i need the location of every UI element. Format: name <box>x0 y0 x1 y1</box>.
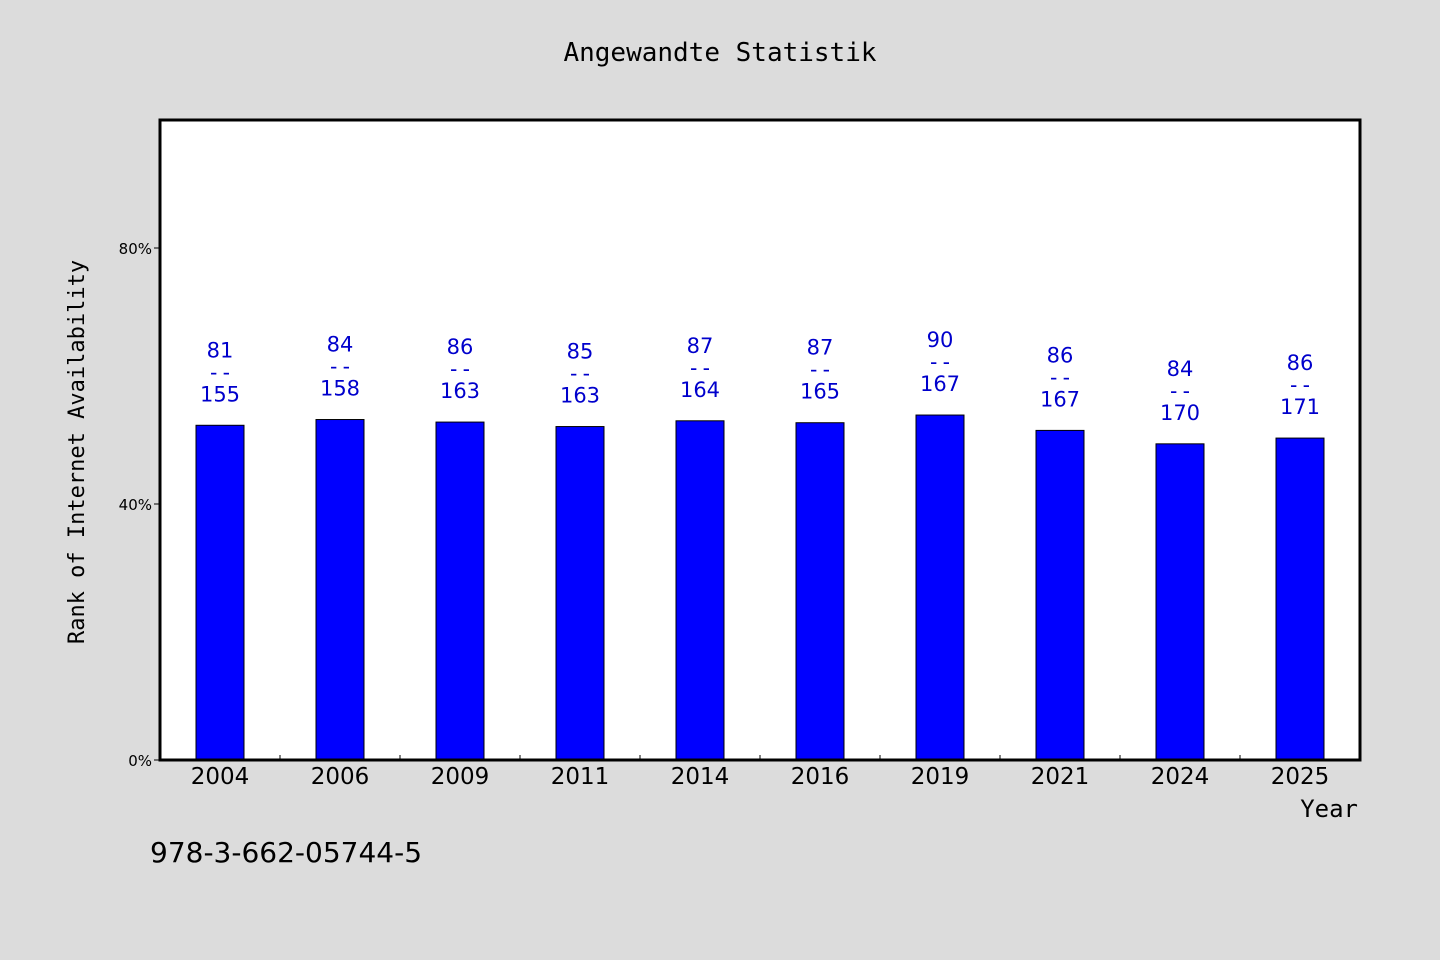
bar-2025 <box>1275 437 1325 761</box>
bar-2021 <box>1035 429 1085 761</box>
x-tick-label-2011: 2011 <box>551 764 610 790</box>
bar-label-separator: -- <box>1167 379 1192 403</box>
bar-label-top: 84 <box>1167 357 1194 381</box>
bar-label-separator: -- <box>807 358 832 382</box>
y-axis-label: Rank of Internet Availability <box>65 260 90 644</box>
bar-label-bottom: 164 <box>680 378 720 402</box>
bar-2019 <box>915 414 965 761</box>
bar-label-bottom: 163 <box>560 384 600 408</box>
bar-label-top: 90 <box>927 328 954 352</box>
bar-label-top: 87 <box>687 334 714 358</box>
bar-label-separator: -- <box>447 357 472 381</box>
bar-label-separator: -- <box>1047 365 1072 389</box>
x-tick-label-2019: 2019 <box>911 764 970 790</box>
x-axis-label: Year <box>1300 795 1358 823</box>
bar-2009 <box>435 421 485 761</box>
y-tick-label: 40% <box>119 496 152 514</box>
x-tick-label-2006: 2006 <box>311 764 370 790</box>
bar-2016 <box>795 422 845 761</box>
bar-label-top: 81 <box>207 338 234 362</box>
bar-label-bottom: 165 <box>800 380 840 404</box>
x-tick-label-2014: 2014 <box>671 764 730 790</box>
bar-2011 <box>555 426 605 761</box>
bar-label-separator: -- <box>927 350 952 374</box>
x-tick-label-2025: 2025 <box>1271 764 1330 790</box>
bar-label-top: 84 <box>327 333 354 357</box>
bar-label-bottom: 158 <box>320 377 360 401</box>
isbn-annotation: 978-3-662-05744-5 <box>150 836 422 869</box>
bar-label-bottom: 155 <box>200 382 240 406</box>
x-tick-label-2021: 2021 <box>1031 764 1090 790</box>
bar-label-bottom: 167 <box>1040 387 1080 411</box>
bar-label-top: 85 <box>567 340 594 364</box>
x-tick-label-2004: 2004 <box>191 764 250 790</box>
bar-label-top: 86 <box>1047 343 1074 367</box>
bar-2014 <box>675 420 725 761</box>
bar-label-separator: -- <box>687 356 712 380</box>
bar-label-top: 86 <box>1287 351 1314 375</box>
bar-label-separator: -- <box>327 355 352 379</box>
bar-label-separator: -- <box>1287 373 1312 397</box>
bar-2004 <box>195 424 245 761</box>
bar-label-bottom: 163 <box>440 379 480 403</box>
x-tick-label-2016: 2016 <box>791 764 850 790</box>
bar-label-top: 87 <box>807 336 834 360</box>
x-tick-label-2024: 2024 <box>1151 764 1210 790</box>
x-tick-label-2009: 2009 <box>431 764 490 790</box>
y-tick-label: 0% <box>128 752 152 770</box>
y-tick-label: 80% <box>119 240 152 258</box>
bar-2006 <box>315 419 365 761</box>
bar-2024 <box>1155 443 1205 761</box>
bar-label-separator: -- <box>567 362 592 386</box>
plot-frame <box>158 118 1362 762</box>
bar-label-bottom: 170 <box>1160 401 1200 425</box>
chart-title: Angewandte Statistik <box>563 38 876 68</box>
bar-label-bottom: 171 <box>1280 395 1320 419</box>
bar-label-separator: -- <box>207 360 232 384</box>
bar-label-top: 86 <box>447 335 474 359</box>
bar-label-bottom: 167 <box>920 372 960 396</box>
